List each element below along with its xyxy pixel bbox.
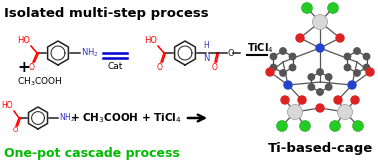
- Text: O: O: [29, 63, 35, 72]
- Text: +: +: [18, 60, 30, 75]
- Circle shape: [344, 53, 351, 60]
- Text: NH$_2$: NH$_2$: [59, 112, 75, 124]
- Circle shape: [313, 15, 327, 30]
- Circle shape: [336, 34, 344, 42]
- Circle shape: [316, 44, 324, 52]
- Text: Ti-based-cage: Ti-based-cage: [267, 142, 373, 155]
- Circle shape: [308, 74, 314, 80]
- Circle shape: [289, 64, 296, 71]
- Text: One-pot cascade process: One-pot cascade process: [4, 147, 180, 160]
- Circle shape: [298, 96, 306, 104]
- Circle shape: [325, 74, 332, 80]
- Circle shape: [351, 96, 359, 104]
- Text: NH$_2$: NH$_2$: [81, 47, 99, 59]
- Text: O: O: [228, 48, 235, 57]
- Circle shape: [366, 68, 374, 76]
- Circle shape: [288, 105, 302, 120]
- Circle shape: [270, 64, 277, 71]
- Text: O: O: [212, 63, 218, 72]
- Circle shape: [354, 70, 360, 76]
- Text: O: O: [157, 63, 163, 72]
- Circle shape: [281, 96, 289, 104]
- Circle shape: [316, 104, 324, 112]
- Text: + CH$_3$COOH + TiCl$_4$: + CH$_3$COOH + TiCl$_4$: [70, 111, 181, 125]
- Circle shape: [299, 121, 310, 131]
- Text: HO: HO: [2, 101, 13, 110]
- Circle shape: [280, 70, 286, 76]
- Circle shape: [338, 105, 353, 120]
- Circle shape: [363, 53, 370, 60]
- Circle shape: [317, 69, 323, 75]
- Circle shape: [344, 64, 351, 71]
- Circle shape: [330, 121, 341, 131]
- Text: HO: HO: [144, 36, 157, 45]
- Text: TiCl$_4$: TiCl$_4$: [247, 41, 274, 55]
- Circle shape: [289, 53, 296, 60]
- Text: HO: HO: [17, 36, 30, 45]
- Circle shape: [327, 3, 339, 14]
- Circle shape: [266, 68, 274, 76]
- Circle shape: [334, 96, 342, 104]
- Circle shape: [348, 81, 356, 89]
- Circle shape: [363, 64, 370, 71]
- Text: CH$_3$COOH: CH$_3$COOH: [17, 76, 63, 89]
- Circle shape: [354, 48, 360, 54]
- Circle shape: [296, 34, 304, 42]
- Text: H: H: [203, 41, 209, 50]
- Circle shape: [276, 121, 288, 131]
- Circle shape: [308, 84, 314, 90]
- Circle shape: [284, 81, 292, 89]
- Circle shape: [353, 121, 364, 131]
- Text: Cat: Cat: [107, 62, 123, 71]
- Text: N: N: [203, 54, 209, 63]
- Circle shape: [317, 89, 323, 95]
- Circle shape: [270, 53, 277, 60]
- Text: O: O: [12, 127, 18, 133]
- Circle shape: [325, 84, 332, 90]
- Circle shape: [280, 48, 286, 54]
- Circle shape: [302, 3, 313, 14]
- Text: Isolated multi-step process: Isolated multi-step process: [4, 7, 209, 20]
